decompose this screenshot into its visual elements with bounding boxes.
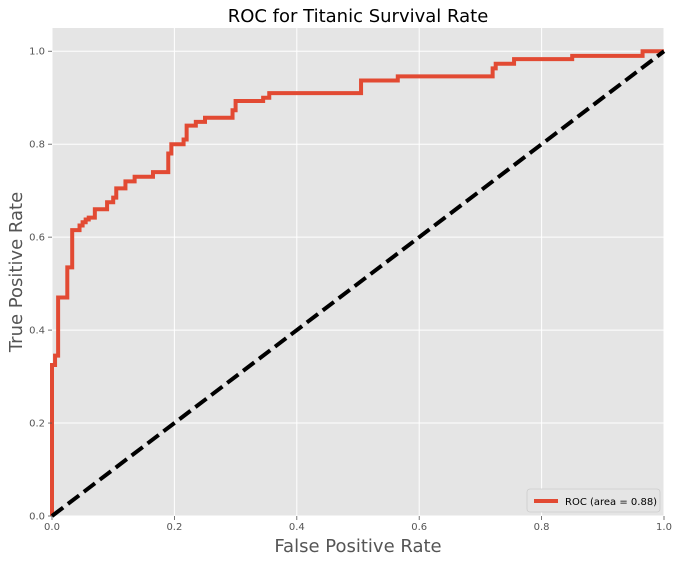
- legend-roc-label: ROC (area = 0.88): [565, 497, 657, 508]
- y-axis-label: True Positive Rate: [6, 192, 27, 353]
- x-tick-label: 0.2: [166, 522, 182, 533]
- legend-box: [526, 488, 661, 513]
- x-tick-label: 0.4: [289, 522, 305, 533]
- x-tick-label: 1.0: [656, 522, 672, 533]
- y-tick-label: 0.0: [29, 512, 45, 523]
- series-layer: [50, 49, 666, 518]
- y-axis-ticks: 0.0 0.2 0.4 0.6 0.8 1.0: [29, 47, 52, 523]
- x-axis-ticks: 0.0 0.2 0.4 0.6 0.8 1.0: [44, 516, 672, 533]
- x-tick-label: 0.6: [411, 522, 427, 533]
- y-tick-label: 1.0: [29, 47, 45, 58]
- x-axis-label: False Positive Rate: [274, 536, 441, 557]
- y-tick-label: 0.8: [29, 140, 45, 151]
- grid: [51, 28, 665, 517]
- chance-diagonal-line: [50, 49, 666, 518]
- plot-background: [52, 28, 664, 516]
- roc-curve-line: [50, 49, 664, 516]
- y-tick-label: 0.2: [29, 419, 45, 430]
- x-tick-label: 0.8: [534, 522, 550, 533]
- y-tick-label: 0.4: [29, 326, 45, 337]
- legend: ROC (area = 0.88): [526, 488, 661, 513]
- x-tick-label: 0.0: [44, 522, 60, 533]
- y-tick-label: 0.6: [29, 233, 45, 244]
- chart-title: ROC for Titanic Survival Rate: [228, 6, 489, 27]
